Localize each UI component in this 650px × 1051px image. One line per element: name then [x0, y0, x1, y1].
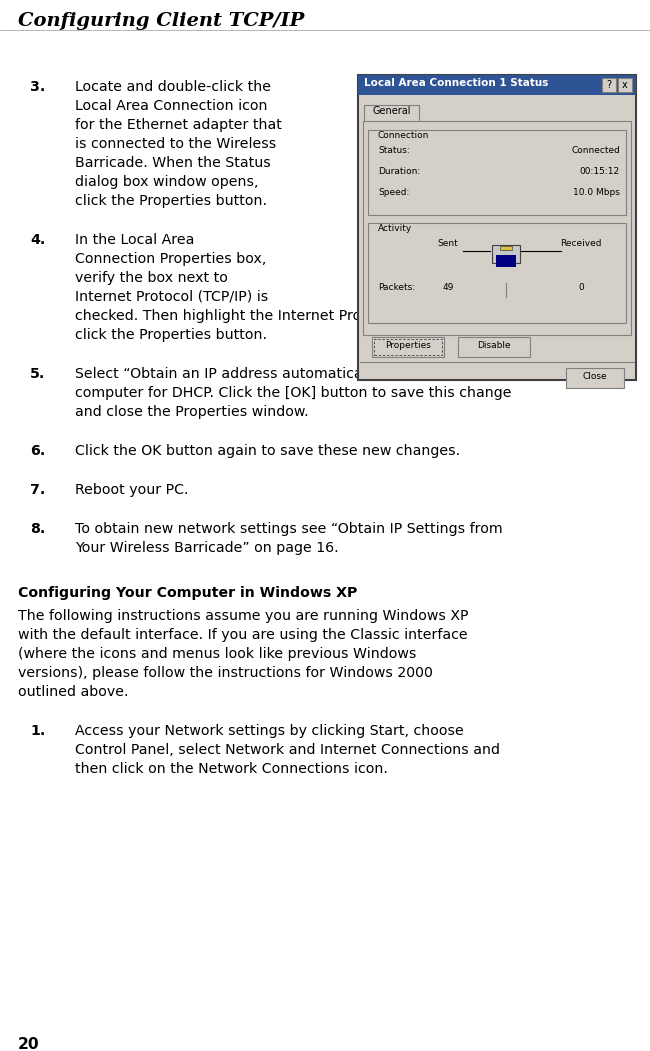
Bar	[458, 337, 530, 357]
Bar	[374, 339, 442, 355]
Bar	[363, 121, 631, 335]
Text: 6.: 6.	[30, 444, 46, 458]
Bar	[500, 246, 512, 250]
Bar	[368, 130, 626, 215]
Text: with the default interface. If you are using the Classic interface: with the default interface. If you are u…	[18, 628, 467, 642]
Text: outlined above.: outlined above.	[18, 685, 129, 699]
Text: Connected: Connected	[571, 146, 620, 154]
Text: 20: 20	[18, 1037, 40, 1051]
Bar	[358, 75, 636, 95]
Text: Received: Received	[560, 239, 602, 248]
Text: 5.: 5.	[30, 367, 46, 382]
Text: Sent: Sent	[437, 239, 458, 248]
Bar	[368, 223, 626, 323]
Text: 00:15:12: 00:15:12	[580, 167, 620, 176]
Text: The following instructions assume you are running Windows XP: The following instructions assume you ar…	[18, 609, 469, 623]
Text: Speed:: Speed:	[378, 188, 410, 197]
Text: 8.: 8.	[30, 522, 46, 536]
Text: Control Panel, select Network and Internet Connections and: Control Panel, select Network and Intern…	[75, 743, 500, 757]
Text: Close: Close	[582, 372, 607, 382]
Text: Click the OK button again to save these new changes.: Click the OK button again to save these …	[75, 444, 460, 458]
Text: Status:: Status:	[378, 146, 410, 154]
Text: and close the Properties window.: and close the Properties window.	[75, 405, 309, 419]
Text: 1.: 1.	[30, 724, 46, 738]
Text: 0: 0	[578, 283, 584, 292]
Text: Your Wireless Barricade” on page 16.: Your Wireless Barricade” on page 16.	[75, 541, 339, 555]
Text: Activity: Activity	[378, 224, 412, 233]
Text: is connected to the Wireless: is connected to the Wireless	[75, 137, 276, 151]
Text: x: x	[622, 80, 628, 90]
Text: To obtain new network settings see “Obtain IP Settings from: To obtain new network settings see “Obta…	[75, 522, 502, 536]
Bar	[496, 255, 516, 267]
Bar	[602, 78, 616, 92]
Bar	[492, 245, 520, 263]
Text: Connection Properties box,: Connection Properties box,	[75, 252, 266, 266]
Text: Internet Protocol (TCP/IP) is: Internet Protocol (TCP/IP) is	[75, 290, 268, 304]
Text: Locate and double-click the: Locate and double-click the	[75, 80, 271, 94]
Bar	[566, 368, 624, 388]
Text: verify the box next to: verify the box next to	[75, 271, 228, 285]
Text: 4.: 4.	[30, 233, 46, 247]
Text: (where the icons and menus look like previous Windows: (where the icons and menus look like pre…	[18, 647, 417, 661]
Text: Disable: Disable	[477, 341, 511, 350]
Text: Barricade. When the Status: Barricade. When the Status	[75, 156, 271, 170]
Text: Access your Network settings by clicking Start, choose: Access your Network settings by clicking…	[75, 724, 463, 738]
Text: Reboot your PC.: Reboot your PC.	[75, 483, 188, 497]
Bar	[358, 75, 636, 380]
Text: Local Area Connection icon: Local Area Connection icon	[75, 99, 268, 114]
Text: dialog box window opens,: dialog box window opens,	[75, 176, 259, 189]
Text: for the Ethernet adapter that: for the Ethernet adapter that	[75, 118, 282, 132]
Text: General: General	[372, 106, 411, 116]
Text: click the Properties button.: click the Properties button.	[75, 194, 267, 208]
Text: 10.0 Mbps: 10.0 Mbps	[573, 188, 620, 197]
Bar	[372, 337, 444, 357]
Text: Properties: Properties	[385, 341, 431, 350]
Text: 7.: 7.	[30, 483, 46, 497]
Bar	[359, 95, 635, 120]
Text: versions), please follow the instructions for Windows 2000: versions), please follow the instruction…	[18, 666, 433, 680]
Text: then click on the Network Connections icon.: then click on the Network Connections ic…	[75, 762, 388, 776]
Text: Duration:: Duration:	[378, 167, 421, 176]
Text: Select “Obtain an IP address automatically” to configure your: Select “Obtain an IP address automatical…	[75, 367, 513, 382]
Text: computer for DHCP. Click the [OK] button to save this change: computer for DHCP. Click the [OK] button…	[75, 386, 512, 400]
Text: checked. Then highlight the Internet Protocol (TCP/IP), and: checked. Then highlight the Internet Pro…	[75, 309, 491, 323]
Text: Configuring Your Computer in Windows XP: Configuring Your Computer in Windows XP	[18, 586, 358, 600]
Text: click the Properties button.: click the Properties button.	[75, 328, 267, 342]
Text: Configuring Client TCP/IP: Configuring Client TCP/IP	[18, 12, 304, 30]
Text: ?: ?	[606, 80, 612, 90]
Text: 3.: 3.	[30, 80, 46, 94]
Bar	[364, 105, 419, 121]
Text: Connection: Connection	[378, 131, 430, 140]
Text: 49: 49	[442, 283, 454, 292]
Text: Local Area Connection 1 Status: Local Area Connection 1 Status	[364, 78, 549, 88]
Text: In the Local Area: In the Local Area	[75, 233, 194, 247]
Text: Packets:: Packets:	[378, 283, 415, 292]
Bar	[618, 78, 632, 92]
